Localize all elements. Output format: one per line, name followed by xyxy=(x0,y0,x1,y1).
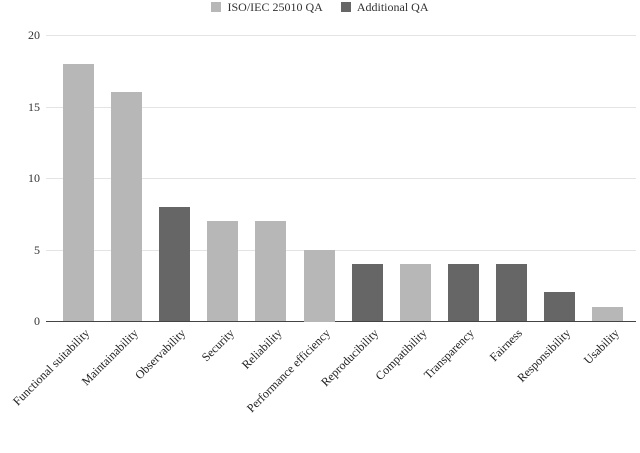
bar-reproducibility xyxy=(352,264,383,321)
x-tick-label: Observability xyxy=(132,326,189,383)
legend-item-iso: ISO/IEC 25010 QA xyxy=(211,0,323,15)
legend-swatch-iso-icon xyxy=(211,2,222,12)
bar-responsibility xyxy=(544,292,575,321)
x-tick-label: Usability xyxy=(580,326,622,368)
bar-transparency xyxy=(448,264,479,321)
bar-performance-efficiency xyxy=(304,250,335,322)
legend-label-iso: ISO/IEC 25010 QA xyxy=(227,0,323,14)
x-tick-label: Fairness xyxy=(487,326,526,365)
legend-label-additional: Additional QA xyxy=(356,0,429,14)
x-tick-label: Transparency xyxy=(421,326,478,382)
bar-compatibility xyxy=(400,264,431,321)
bar-usability xyxy=(592,307,623,321)
x-axis-line xyxy=(46,321,636,322)
y-tick-label: 5 xyxy=(34,243,40,257)
gridline xyxy=(46,107,636,108)
x-tick-label: Functional suitability xyxy=(10,326,93,409)
bar-reliability xyxy=(255,221,286,321)
x-tick-label: Security xyxy=(198,326,237,365)
bar-observability xyxy=(159,207,190,321)
bar-fairness xyxy=(496,264,527,321)
chart-legend: ISO/IEC 25010 QA Additional QA xyxy=(0,0,640,14)
y-tick-label: 15 xyxy=(28,100,40,114)
legend-swatch-additional-icon xyxy=(340,2,351,12)
x-tick-label: Reliability xyxy=(239,326,285,372)
bar-security xyxy=(207,221,238,321)
bar-functional-suitability xyxy=(63,64,94,321)
bar-maintainability xyxy=(111,92,142,321)
legend-item-additional: Additional QA xyxy=(340,0,429,15)
y-tick-label: 10 xyxy=(28,171,40,185)
x-tick-label: Performance efficiency xyxy=(243,326,333,416)
y-tick-label: 0 xyxy=(34,314,40,328)
y-tick-label: 20 xyxy=(28,28,40,42)
gridline xyxy=(46,35,636,36)
gridline xyxy=(46,250,636,251)
gridline xyxy=(46,178,636,179)
